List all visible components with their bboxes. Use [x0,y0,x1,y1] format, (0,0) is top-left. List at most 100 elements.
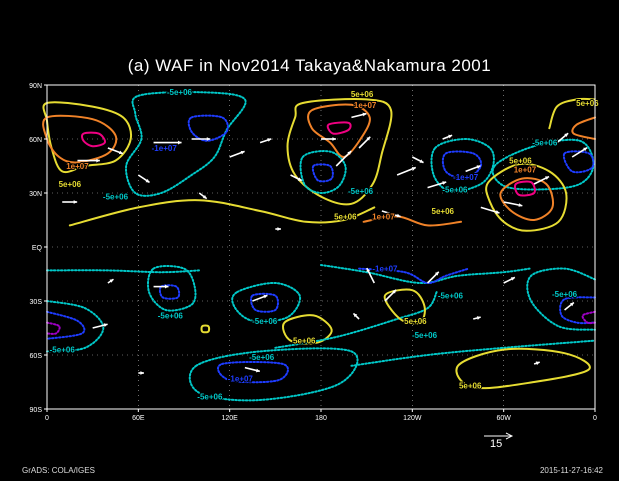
contour--1e+07 [559,296,596,325]
contour-5e+06 [68,199,376,227]
contour-5e+06 [485,162,568,232]
contour-label: -1e+07 [372,265,398,274]
flux-vector-arrow [442,134,453,140]
contour-label: -5e+06 [197,392,223,401]
flux-vector-arrow [229,150,245,158]
contour-label: -5e+06 [442,185,468,194]
vector-head [442,181,447,185]
flux-vector-arrow [137,174,150,184]
vector-head [164,284,169,289]
flux-vector-arrow [153,140,182,145]
contour-lines [42,91,596,402]
contour--1e+07 [441,150,483,180]
flux-vector-arrow [107,278,114,284]
chart-title: (a) WAF in Nov2014 Takaya&Nakamura 2001 [127,56,492,75]
contour--5e+06 [350,339,596,367]
vector-head [118,150,123,155]
contour-1.5e+07 [326,121,352,135]
flux-vector-arrow [335,150,352,167]
contour-label: 1e+07 [354,101,377,110]
x-tick-label: 60E [132,415,145,422]
contour-5e+06 [42,101,133,174]
vector-head [73,200,78,204]
y-tick-label: 60S [30,353,43,360]
contour-label: -5e+06 [552,290,578,299]
flux-vector-arrow [321,137,336,141]
flux-vector-arrow [138,371,144,375]
vector-head [366,136,371,141]
contour--5e+06 [320,264,531,285]
vector-head [145,178,150,183]
flux-vector-arrow [396,166,417,176]
vector-shaft [335,150,352,167]
contour-1e+07 [307,103,371,158]
contour--5e+06 [430,137,495,193]
vector-head [109,279,114,283]
contour-label: -5e+06 [249,353,275,362]
vector-head [535,361,540,366]
vector-head [353,313,358,318]
contour-label: -5e+06 [348,187,374,196]
vector-head [518,203,523,207]
flux-vector-arrow [381,210,401,218]
contour--5e+06 [188,347,359,402]
vector-head [267,138,272,142]
flux-vector-arrow [153,284,169,289]
flux-vector-arrow [352,312,360,320]
contour-5e+06 [286,98,393,206]
vector-head [583,147,588,152]
flux-vector-arrow [198,192,208,200]
contour-label: 5e+06 [293,337,316,346]
contour-label: -5e+06 [438,292,464,301]
vector-head [332,137,336,141]
flux-vector-arrow [564,301,575,311]
vector-head [411,167,416,171]
vector-head [263,294,268,299]
contour-1.5e+07 [514,180,536,197]
vector-head [96,158,100,163]
contour-label: 5e+06 [334,212,357,221]
contour-5e+06 [548,97,596,130]
flux-vector-arrow [252,294,268,302]
contour--5e+06 [299,150,347,195]
y-tick-label: 90S [30,407,43,414]
contour-label: -1e+07 [152,144,178,153]
contour-label: 5e+06 [509,157,532,166]
vector-head [476,165,481,169]
contour-1.5e+07 [81,131,107,148]
contour--5e+06 [274,291,438,349]
contour--1.5e+07 [46,321,61,335]
flux-vector-arrow [107,147,124,155]
contour-label: -5e+06 [50,346,76,355]
axis-ticks: 0 60E 120E 180 120W 60W 0 90N 60N 30N EQ 30S 60S 90S [29,83,597,422]
flux-vector-arrow [571,146,588,158]
contour-label: -5e+06 [532,139,558,148]
flux-vector-arrow [366,267,375,284]
vector-head [448,134,453,139]
flux-vector-arrow [92,323,108,329]
contour-5e+06 [455,347,591,390]
contour-label: 1e+07 [514,166,537,175]
timestamp: 2015-11-27-16:42 [539,466,603,475]
vector-head [396,213,401,218]
contour--5e+06 [147,265,197,312]
flux-vector-arrow [426,271,440,284]
contour-5e+06 [383,288,426,325]
flux-vector-arrow [351,112,367,119]
flux-vector-arrow [62,200,78,204]
vector-head [419,159,424,163]
contour-label: 5e+06 [432,207,455,216]
flux-vector-arrow [533,175,550,185]
flux-vector-arrow [77,158,100,163]
x-tick-label: 180 [315,415,327,422]
contour--5e+06 [526,267,596,331]
contour-1e+07 [362,215,463,227]
vector-head [140,371,144,375]
contour--1e+07 [217,360,289,384]
flux-vector-arrow [533,361,540,366]
contour-5e+06 [200,324,211,334]
contour--5e+06 [46,300,105,353]
contour-label: -5e+06 [412,331,438,340]
contour--1e+07 [187,114,229,142]
